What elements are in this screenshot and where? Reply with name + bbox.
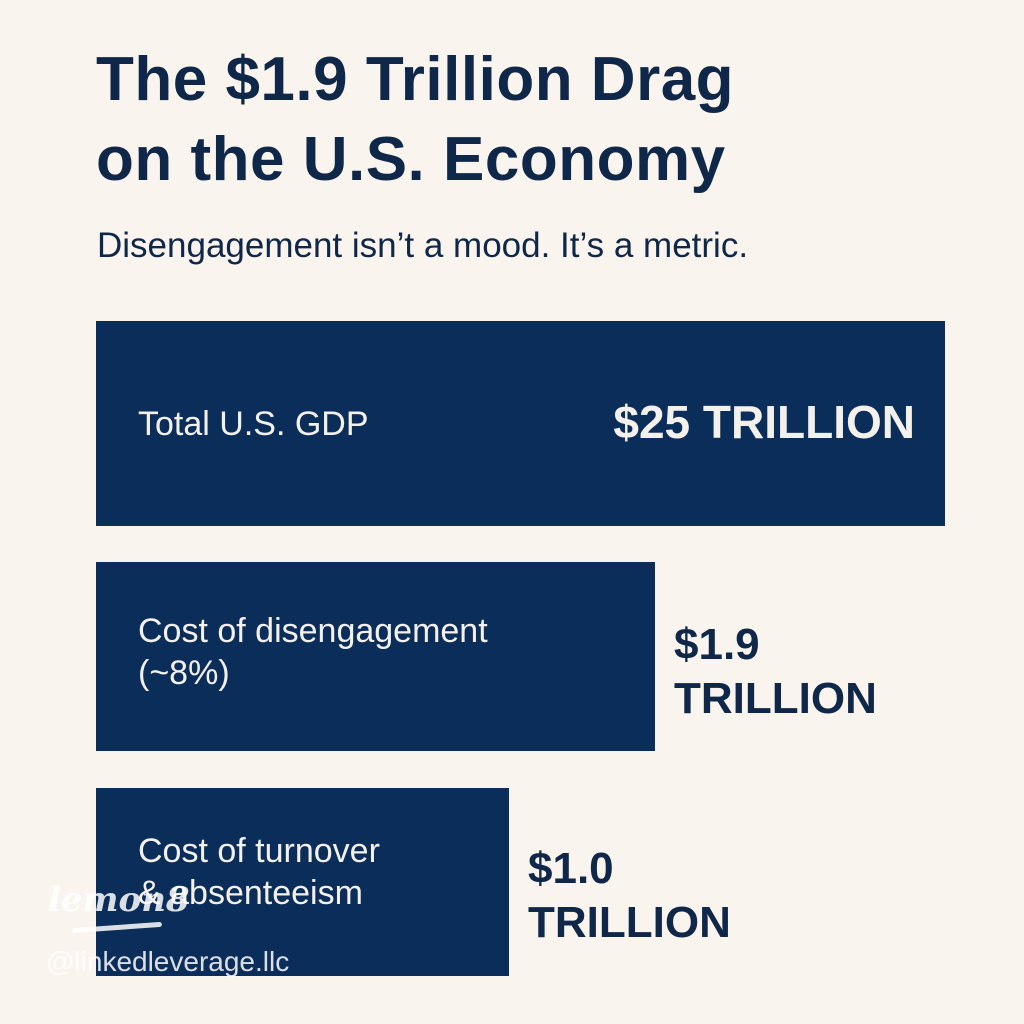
value-line-1: $1.0 <box>528 844 614 893</box>
bar-value-label: $1.9 TRILLION <box>674 618 877 726</box>
value-line-2: TRILLION <box>674 674 877 723</box>
bar-label-line-2: (~8%) <box>138 654 230 692</box>
value-line-1: $1.9 <box>674 620 760 669</box>
bar-value-label: $1.0 TRILLION <box>528 842 731 950</box>
bar-label: Cost of disengagement (~8%) <box>138 610 488 694</box>
watermark-logo: lemon8 <box>48 880 190 920</box>
bar-cost-turnover: Cost of turnover & absenteeism <box>96 788 509 976</box>
bar-label-line-1: Cost of turnover <box>138 832 380 870</box>
bar-label: Total U.S. GDP <box>138 405 369 443</box>
bar-label-line-2: & absenteeism <box>138 874 363 912</box>
page-title: The $1.9 Trillion Drag on the U.S. Econo… <box>96 40 734 200</box>
title-line-2: on the U.S. Economy <box>96 125 726 194</box>
bar-label-line-1: Cost of disengagement <box>138 612 488 650</box>
title-line-1: The $1.9 Trillion Drag <box>96 45 735 114</box>
bar-value-label: $25 TRILLION <box>613 396 915 448</box>
bar-total-gdp: Total U.S. GDP $25 TRILLION <box>96 321 945 526</box>
bar-cost-disengagement: Cost of disengagement (~8%) <box>96 562 655 751</box>
value-line-2: TRILLION <box>528 898 731 947</box>
watermark-handle: @linkedleverage.llc <box>46 946 290 977</box>
subtitle: Disengagement isn’t a mood. It’s a metri… <box>97 226 749 265</box>
bar-label: Cost of turnover & absenteeism <box>138 830 380 914</box>
